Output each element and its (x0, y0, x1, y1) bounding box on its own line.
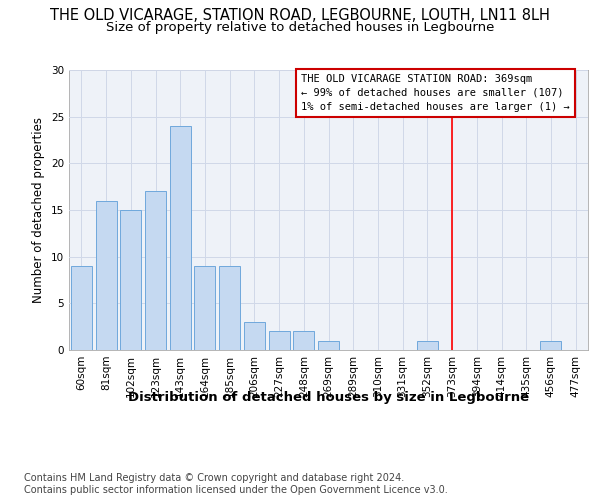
Text: Contains HM Land Registry data © Crown copyright and database right 2024.
Contai: Contains HM Land Registry data © Crown c… (24, 474, 448, 495)
Bar (95, 200, 116, 350)
Bar (417, 340, 438, 350)
Bar (145, 192, 166, 350)
Bar (269, 332, 290, 350)
Bar (71, 266, 92, 350)
Bar (194, 266, 215, 350)
Bar (541, 340, 562, 350)
Text: Distribution of detached houses by size in Legbourne: Distribution of detached houses by size … (128, 391, 529, 404)
Bar (219, 266, 240, 350)
Bar (120, 210, 141, 350)
Text: THE OLD VICARAGE, STATION ROAD, LEGBOURNE, LOUTH, LN11 8LH: THE OLD VICARAGE, STATION ROAD, LEGBOURN… (50, 8, 550, 22)
Bar (293, 332, 314, 350)
Bar (318, 340, 339, 350)
Text: THE OLD VICARAGE STATION ROAD: 369sqm
← 99% of detached houses are smaller (107): THE OLD VICARAGE STATION ROAD: 369sqm ← … (301, 74, 570, 112)
Bar (170, 126, 191, 350)
Y-axis label: Number of detached properties: Number of detached properties (32, 117, 46, 303)
Text: Size of property relative to detached houses in Legbourne: Size of property relative to detached ho… (106, 21, 494, 34)
Bar (244, 322, 265, 350)
